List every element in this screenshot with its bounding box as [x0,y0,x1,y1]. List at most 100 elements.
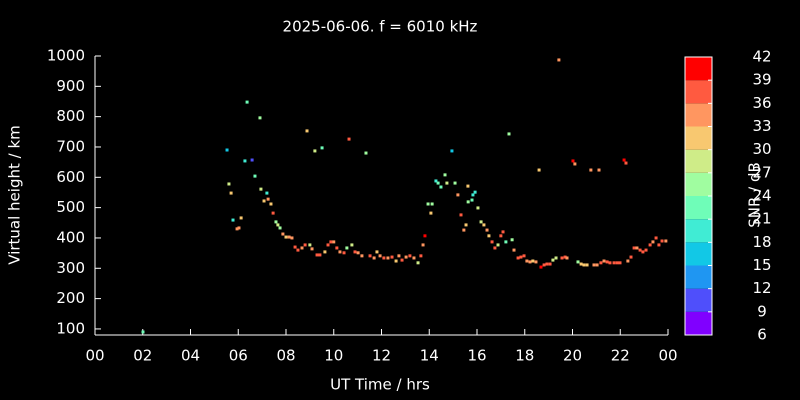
point [386,256,390,260]
point [660,239,664,243]
point [305,129,309,133]
colorbar-title: SNR / dB [746,162,764,228]
colorbar-tick-label: 15 [752,256,771,274]
point [243,159,247,163]
point [296,248,300,252]
x-tick-label: 00 [85,347,104,365]
colorbar-band [685,57,712,81]
point [313,149,317,153]
colorbar-tick-label: 36 [752,94,771,112]
x-tick-label: 00 [658,347,677,365]
point [554,256,558,260]
colorbar-band [685,242,712,266]
point [496,243,500,247]
y-tick-label: 500 [56,198,85,216]
point [323,250,327,254]
point [548,262,552,266]
point [300,246,304,250]
point [271,211,275,215]
point [605,260,609,264]
point [632,246,636,250]
point [485,228,489,232]
point [470,198,474,202]
point [274,220,278,224]
point [397,254,401,258]
point [542,263,546,267]
colorbar-tick-label: 18 [752,233,771,251]
y-tick-label: 700 [56,137,85,155]
colorbar-band [685,80,712,104]
point [436,181,440,185]
colorbar-tick-label: 9 [757,302,767,320]
point [482,223,486,227]
point [644,248,648,252]
colorbar-band [685,265,712,289]
point [266,197,270,201]
point [499,234,503,238]
colorbar-tick-label: 33 [752,117,771,135]
colorbar-band [685,311,712,335]
x-tick-label: 04 [181,347,200,365]
point [608,261,612,265]
point [390,255,394,259]
colorbar-tick-label: 21 [752,210,771,228]
point [487,234,491,238]
point [560,256,564,260]
point [416,261,420,265]
point [269,202,273,206]
point [265,191,269,195]
y-tick-label: 100 [56,319,85,337]
point [350,243,354,247]
y-tick-label: 900 [56,77,85,95]
point [227,182,231,186]
x-tick-label: 08 [276,347,295,365]
point [576,260,580,264]
y-tick-label: 200 [56,289,85,307]
point [412,256,416,260]
point [466,200,470,204]
point [382,256,386,260]
point [368,254,372,258]
point [445,181,449,185]
point [329,240,333,244]
point [626,259,630,263]
point [426,202,430,206]
point [563,255,567,259]
point [585,263,589,267]
x-tick-label: 18 [515,347,534,365]
point [253,174,257,178]
point [641,250,645,254]
x-tick-label: 16 [467,347,486,365]
point [602,259,606,263]
point [592,263,596,267]
point [456,193,460,197]
point [229,191,233,195]
point [473,190,477,194]
point [622,158,626,162]
colorbar-tick-label: 24 [752,187,771,205]
point [595,263,599,267]
point [308,243,312,247]
point [347,137,351,141]
point [281,232,285,236]
point [287,235,291,239]
point [648,243,652,247]
point [423,234,427,238]
colorbar-band [685,219,712,243]
point [235,227,239,231]
point [539,265,543,269]
point [326,243,330,247]
point [638,248,642,252]
point [434,179,438,183]
point [225,148,229,152]
x-tick-label: 22 [611,347,630,365]
point [419,254,423,258]
x-axis-title: UT Time / hrs [330,376,430,394]
colorbar-band [685,103,712,127]
point [237,226,241,230]
point [657,243,661,247]
point [404,255,408,259]
point [476,206,480,210]
point [303,243,307,247]
